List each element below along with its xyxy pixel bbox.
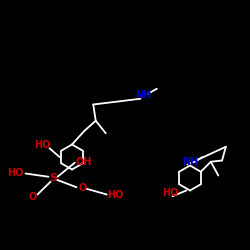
Text: HO: HO: [162, 188, 178, 198]
Text: NH: NH: [182, 157, 198, 167]
Text: S: S: [49, 173, 57, 183]
Text: HO: HO: [7, 168, 24, 178]
Text: NH: NH: [135, 90, 151, 100]
Text: HO: HO: [107, 190, 124, 200]
Text: O: O: [28, 192, 36, 202]
Text: HO: HO: [34, 140, 50, 149]
Text: O: O: [78, 183, 86, 193]
Text: OH: OH: [75, 157, 92, 167]
